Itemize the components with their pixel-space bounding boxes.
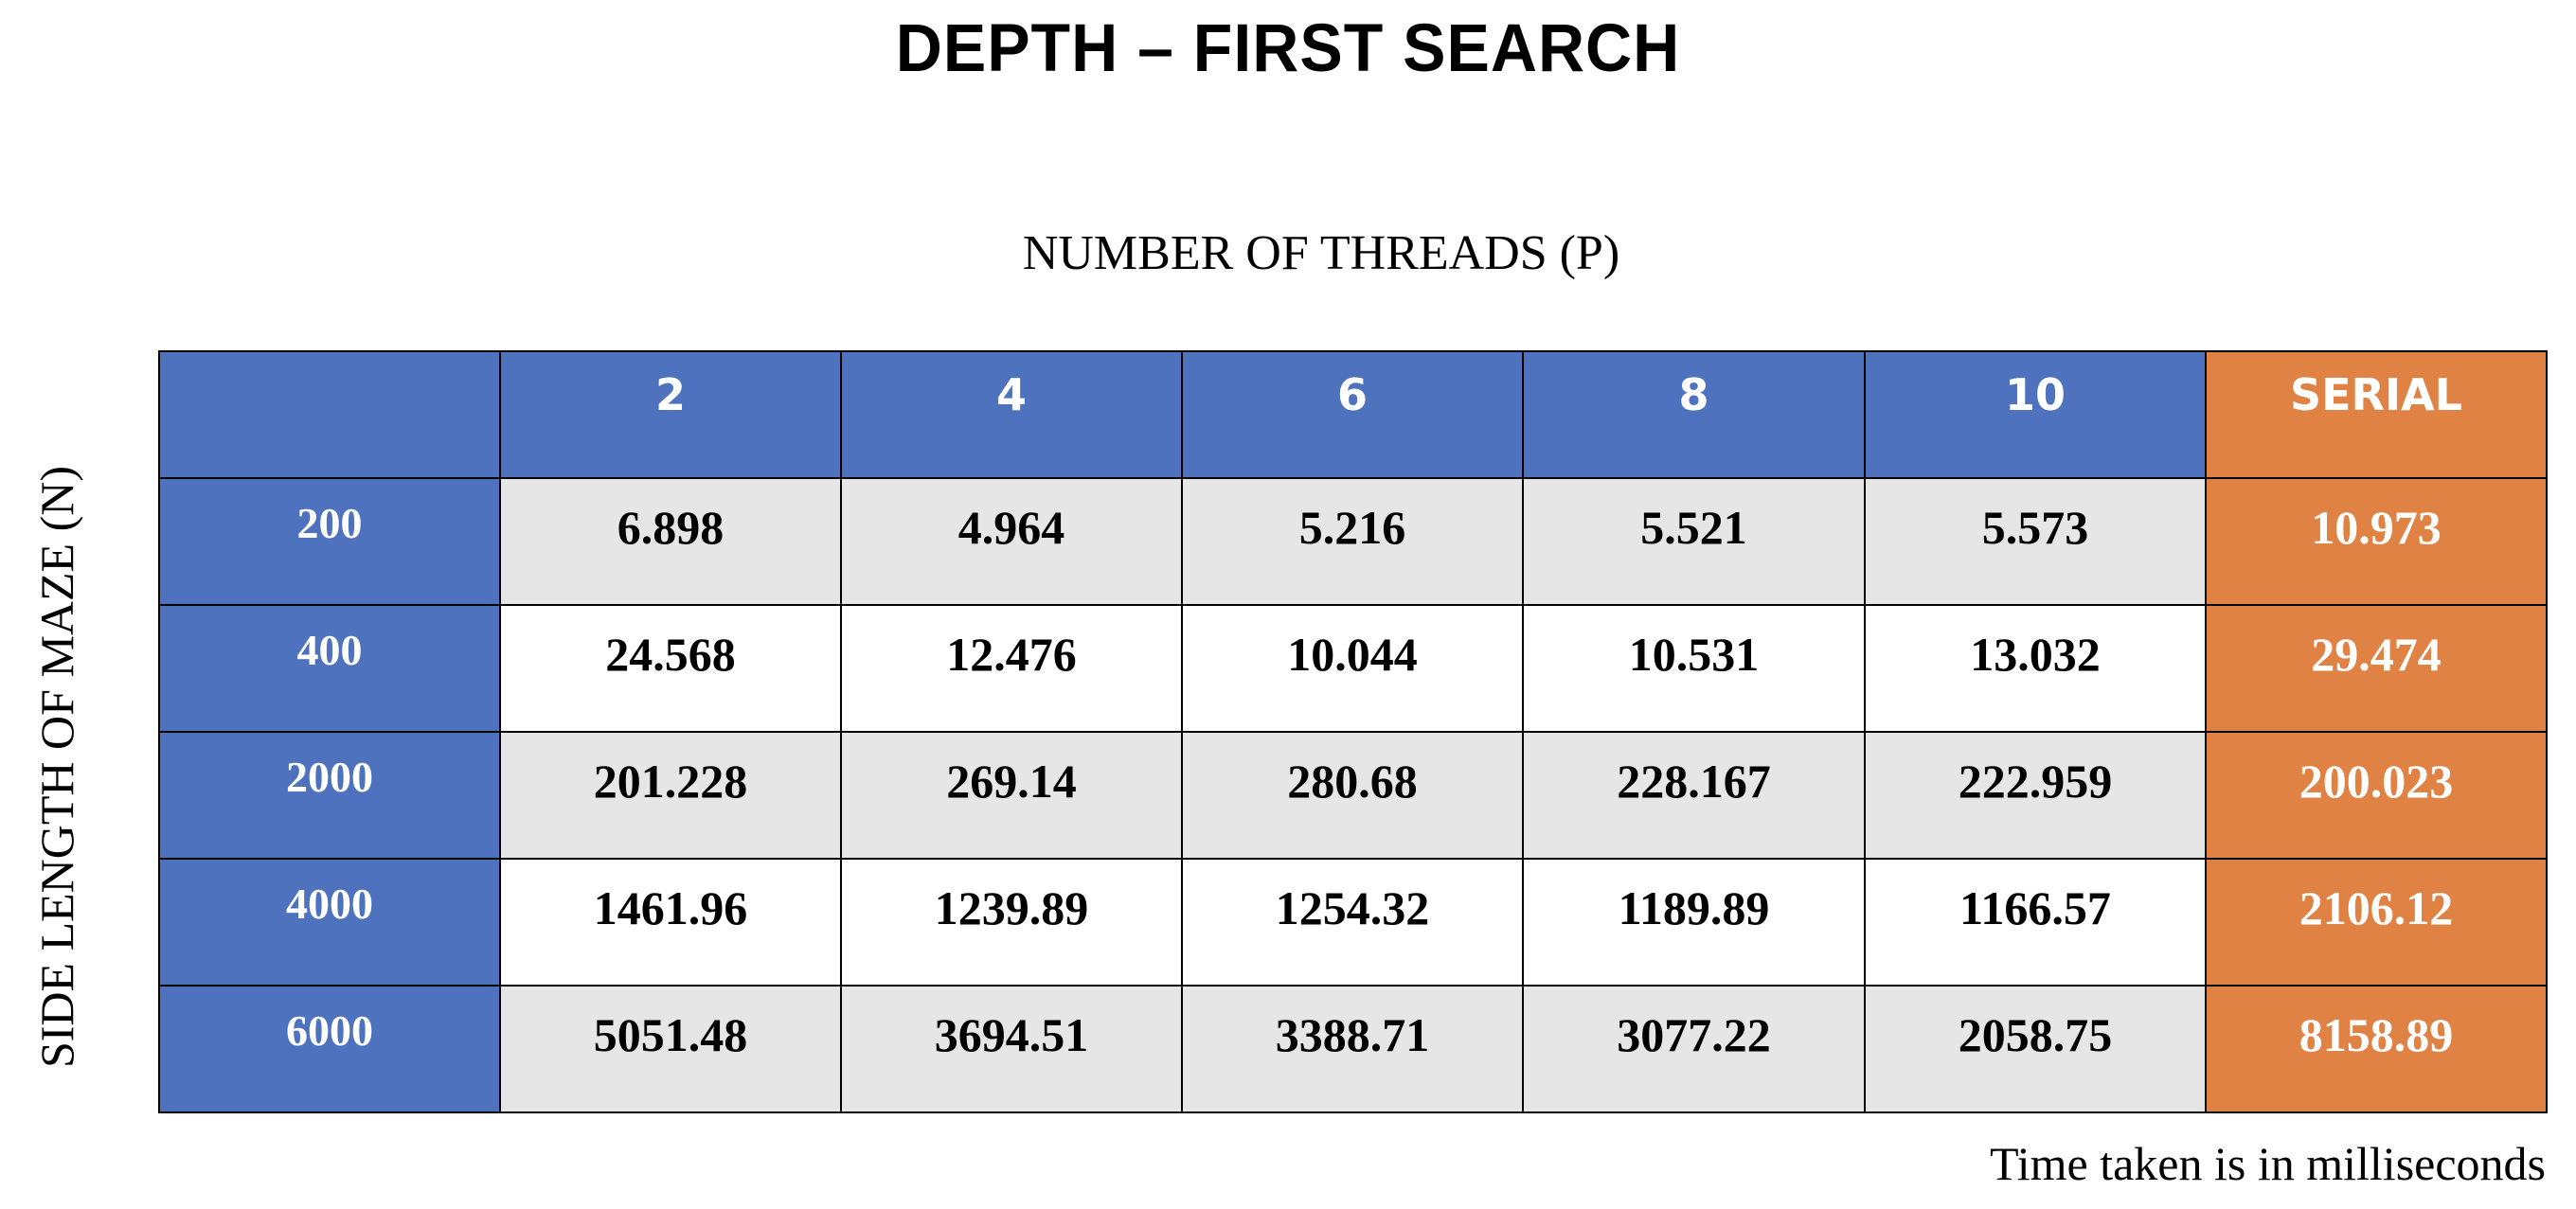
row-header: 400 [158, 604, 501, 733]
time-cell: 4.964 [840, 477, 1183, 606]
column-header: 10 [1864, 350, 2207, 479]
time-cell: 12.476 [840, 604, 1183, 733]
column-header: SERIAL [2205, 350, 2548, 479]
table-row: 200 6.898 4.964 5.216 5.521 5.573 10.973 [158, 477, 2548, 606]
header-row: 2 4 6 8 10 SERIAL [158, 350, 2548, 479]
row-axis-label: SIDE LENGTH OF MAZE (N) [30, 465, 83, 1069]
chart-title: DEPTH – FIRST SEARCH [895, 10, 1681, 86]
time-cell: 2058.75 [1864, 985, 2207, 1113]
time-cell: 269.14 [840, 731, 1183, 860]
row-header: 200 [158, 477, 501, 606]
table-row: 400 24.568 12.476 10.044 10.531 13.032 29.474 [158, 604, 2548, 733]
serial-time-cell: 2106.12 [2205, 858, 2548, 987]
time-cell: 6.898 [499, 477, 842, 606]
serial-time-cell: 8158.89 [2205, 985, 2548, 1113]
time-cell: 3077.22 [1522, 985, 1866, 1113]
column-axis-label: NUMBER OF THREADS (P) [1022, 226, 1620, 280]
data-table: 2 4 6 8 10 SERIAL 200 6.898 4.964 5.216 5.521 5.573… [158, 350, 2548, 1113]
column-header: 6 [1181, 350, 1524, 479]
column-header: 8 [1522, 350, 1866, 479]
serial-time-cell: 29.474 [2205, 604, 2548, 733]
time-cell: 13.032 [1864, 604, 2207, 733]
time-cell: 1239.89 [840, 858, 1183, 987]
time-cell: 3694.51 [840, 985, 1183, 1113]
time-cell: 10.531 [1522, 604, 1866, 733]
table-row: 6000 5051.48 3694.51 3388.71 3077.22 2058.75 8… [158, 985, 2548, 1113]
time-cell: 1166.57 [1864, 858, 2207, 987]
time-cell: 222.959 [1864, 731, 2207, 860]
time-cell: 1189.89 [1522, 858, 1866, 987]
column-header: 4 [840, 350, 1183, 479]
row-header: 2000 [158, 731, 501, 860]
row-axis-label-container: SIDE LENGTH OF MAZE (N) [28, 426, 85, 1108]
serial-time-cell: 10.973 [2205, 477, 2548, 606]
column-header: 2 [499, 350, 842, 479]
time-cell: 1254.32 [1181, 858, 1524, 987]
time-cell: 3388.71 [1181, 985, 1524, 1113]
corner-cell [158, 350, 501, 479]
table-row: 2000 201.228 269.14 280.68 228.167 222.959 200… [158, 731, 2548, 860]
time-cell: 201.228 [499, 731, 842, 860]
time-cell: 228.167 [1522, 731, 1866, 860]
footnote: Time taken is in milliseconds [1989, 1137, 2546, 1190]
time-cell: 5.573 [1864, 477, 2207, 606]
serial-time-cell: 200.023 [2205, 731, 2548, 860]
time-cell: 5051.48 [499, 985, 842, 1113]
row-header: 4000 [158, 858, 501, 987]
time-cell: 10.044 [1181, 604, 1524, 733]
time-cell: 5.216 [1181, 477, 1524, 606]
time-cell: 1461.96 [499, 858, 842, 987]
time-cell: 280.68 [1181, 731, 1524, 860]
time-cell: 5.521 [1522, 477, 1866, 606]
row-header: 6000 [158, 985, 501, 1113]
table-row: 4000 1461.96 1239.89 1254.32 1189.89 1166.57 2… [158, 858, 2548, 987]
time-cell: 24.568 [499, 604, 842, 733]
